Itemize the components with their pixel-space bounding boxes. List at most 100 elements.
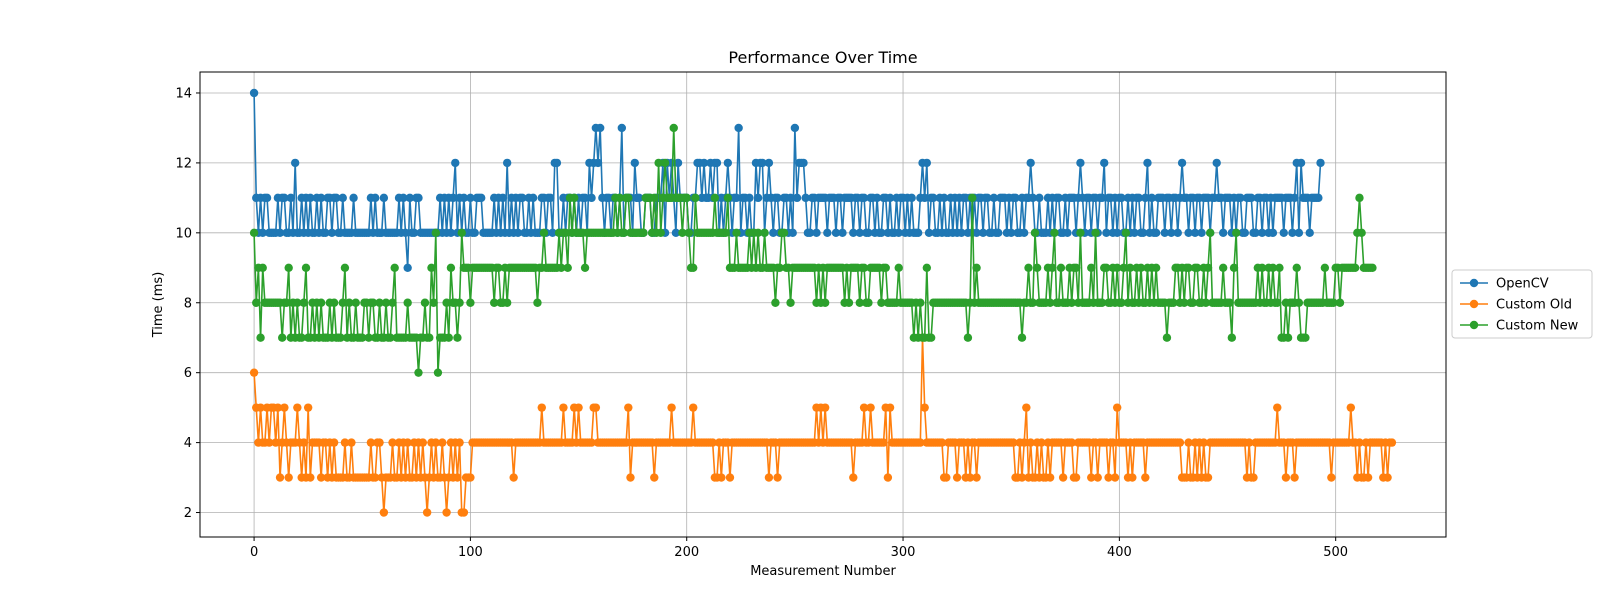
data-point bbox=[1141, 193, 1150, 203]
data-point bbox=[466, 473, 475, 482]
plot-area-frame bbox=[199, 71, 1447, 538]
data-point bbox=[812, 228, 821, 238]
data-point bbox=[364, 333, 373, 342]
data-point bbox=[1117, 298, 1126, 307]
data-point bbox=[442, 508, 451, 517]
data-point bbox=[1087, 473, 1096, 482]
data-point bbox=[580, 263, 590, 272]
data-point bbox=[574, 403, 583, 412]
data-point bbox=[293, 403, 302, 412]
data-point bbox=[877, 298, 886, 307]
data-point bbox=[1063, 228, 1072, 238]
data-point bbox=[539, 228, 549, 238]
data-point bbox=[779, 228, 789, 238]
data-point bbox=[773, 193, 782, 203]
data-point bbox=[349, 193, 358, 203]
data-point bbox=[1251, 228, 1260, 238]
data-point bbox=[859, 193, 869, 203]
data-point bbox=[371, 473, 380, 482]
data-point bbox=[786, 193, 795, 203]
data-point bbox=[388, 298, 397, 307]
series-custom-new bbox=[249, 123, 1377, 377]
data-point bbox=[405, 193, 415, 203]
data-point bbox=[920, 403, 929, 412]
data-point bbox=[347, 438, 356, 447]
data-point bbox=[983, 193, 992, 203]
data-point bbox=[477, 193, 486, 203]
data-point bbox=[1121, 228, 1131, 238]
data-point bbox=[639, 228, 648, 238]
data-point bbox=[513, 228, 523, 238]
data-point bbox=[1019, 228, 1029, 238]
data-point bbox=[732, 193, 741, 203]
data-point bbox=[489, 298, 499, 307]
data-point bbox=[386, 333, 395, 342]
data-point bbox=[1030, 228, 1040, 238]
data-point bbox=[425, 333, 434, 342]
data-point bbox=[459, 508, 469, 517]
data-point bbox=[717, 473, 726, 482]
data-point bbox=[338, 193, 347, 203]
data-point bbox=[864, 228, 873, 238]
data-point bbox=[678, 228, 687, 238]
data-point bbox=[689, 403, 698, 412]
x-tick-label: 100 bbox=[458, 545, 483, 560]
data-point bbox=[1136, 263, 1146, 272]
data-point bbox=[1028, 298, 1038, 307]
data-point bbox=[1268, 263, 1278, 272]
data-point bbox=[968, 193, 977, 203]
data-point bbox=[1227, 333, 1237, 342]
legend-marker bbox=[1469, 278, 1479, 288]
data-point bbox=[972, 228, 981, 238]
data-point bbox=[844, 298, 854, 307]
x-axis-label: Measurement Number bbox=[750, 564, 896, 579]
data-point bbox=[249, 368, 259, 377]
data-point bbox=[1355, 438, 1364, 447]
data-point bbox=[1026, 438, 1035, 447]
data-point bbox=[1160, 228, 1169, 238]
data-point bbox=[864, 298, 873, 307]
data-point bbox=[1197, 228, 1206, 238]
data-point bbox=[1017, 473, 1027, 482]
x-tick-label: 0 bbox=[250, 545, 258, 560]
data-point bbox=[989, 193, 999, 203]
data-point bbox=[1316, 158, 1325, 168]
data-point bbox=[942, 473, 951, 482]
data-point bbox=[786, 298, 795, 307]
data-point bbox=[831, 228, 841, 238]
data-point bbox=[972, 473, 981, 482]
data-point bbox=[451, 158, 460, 168]
data-point bbox=[528, 193, 538, 203]
data-point bbox=[351, 298, 360, 307]
data-point bbox=[1026, 158, 1035, 168]
data-point bbox=[1071, 263, 1081, 272]
data-point bbox=[453, 333, 462, 342]
data-point bbox=[336, 333, 345, 342]
data-point bbox=[1130, 228, 1139, 238]
data-point bbox=[1387, 438, 1397, 447]
data-point bbox=[459, 193, 469, 203]
data-point bbox=[753, 193, 763, 203]
data-point bbox=[1346, 403, 1356, 412]
data-point bbox=[431, 438, 440, 447]
data-point bbox=[401, 228, 410, 238]
data-point bbox=[301, 263, 311, 272]
data-point bbox=[872, 193, 882, 203]
data-point bbox=[699, 158, 709, 168]
data-point bbox=[442, 298, 451, 307]
data-point bbox=[855, 298, 864, 307]
data-point bbox=[849, 473, 858, 482]
data-point bbox=[494, 263, 503, 272]
data-point bbox=[466, 298, 475, 307]
data-point bbox=[306, 473, 315, 482]
data-point bbox=[624, 193, 633, 203]
data-point bbox=[258, 228, 267, 238]
data-point bbox=[1141, 473, 1150, 482]
data-point bbox=[1236, 193, 1245, 203]
data-point bbox=[403, 263, 412, 272]
y-tick-label: 6 bbox=[184, 366, 192, 381]
data-point bbox=[273, 403, 283, 412]
data-point bbox=[650, 193, 659, 203]
